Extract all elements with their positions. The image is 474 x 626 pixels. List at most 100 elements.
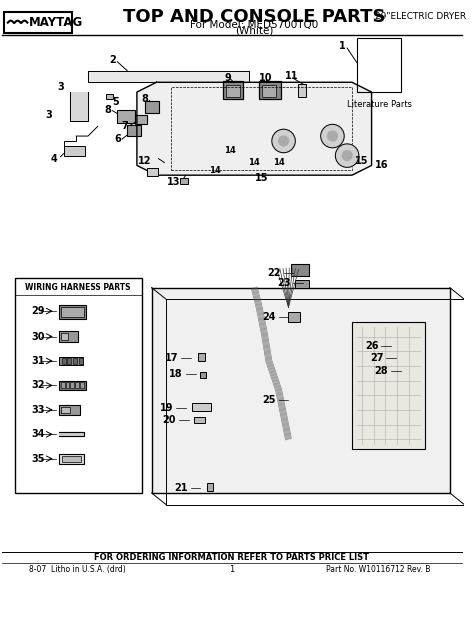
Polygon shape [137, 82, 372, 175]
Text: 22: 22 [267, 268, 281, 278]
Text: 10: 10 [259, 73, 273, 83]
Circle shape [342, 151, 352, 160]
Text: 30: 30 [31, 332, 45, 342]
Text: 13: 13 [167, 177, 181, 187]
Circle shape [272, 129, 295, 153]
Bar [61, 332, 68, 341]
Bar [180, 178, 188, 184]
Polygon shape [59, 433, 84, 436]
Text: 19: 19 [160, 403, 173, 413]
Text: 23: 23 [277, 278, 291, 288]
Bar [259, 81, 281, 99]
Bar [59, 305, 86, 319]
Text: 14: 14 [224, 146, 236, 155]
Text: 28: 28 [374, 366, 388, 376]
Text: 9: 9 [225, 73, 231, 83]
Bar [207, 483, 213, 491]
Text: 29: 29 [31, 306, 45, 316]
Text: 4: 4 [50, 153, 57, 163]
Bar [59, 405, 80, 415]
Polygon shape [152, 287, 450, 493]
Text: 12: 12 [138, 155, 152, 165]
Bar [171, 87, 352, 170]
Text: 31: 31 [31, 356, 45, 366]
Bar [79, 358, 83, 364]
Text: 18: 18 [169, 369, 183, 379]
Circle shape [321, 125, 344, 148]
Polygon shape [88, 71, 249, 82]
Bar [292, 264, 309, 276]
Text: WIRING HARNESS PARTS: WIRING HARNESS PARTS [26, 283, 131, 292]
Bar [289, 312, 300, 322]
Bar [146, 168, 158, 176]
Text: 26: 26 [365, 341, 378, 351]
Bar [62, 358, 65, 364]
Bar [191, 403, 211, 411]
Circle shape [328, 131, 337, 141]
Bar [201, 372, 206, 377]
Text: 25: 25 [262, 395, 276, 405]
Text: TOP AND CONSOLE PARTS: TOP AND CONSOLE PARTS [123, 8, 385, 26]
Bar [59, 381, 86, 390]
Text: 8: 8 [104, 105, 111, 115]
Bar [198, 353, 205, 361]
Text: 14: 14 [209, 166, 221, 175]
Bar [357, 38, 401, 92]
Bar [59, 357, 83, 365]
Circle shape [336, 144, 359, 167]
Text: 15: 15 [355, 155, 369, 165]
Circle shape [279, 136, 289, 146]
Text: M: M [8, 16, 23, 29]
Bar [262, 85, 276, 97]
Text: 29"ELECTRIC DRYER: 29"ELECTRIC DRYER [375, 13, 466, 21]
Text: MAYTAG: MAYTAG [14, 16, 71, 29]
Bar [73, 358, 77, 364]
Bar [65, 382, 69, 388]
Bar [80, 382, 84, 388]
Text: FOR ORDERING INFORMATION REFER TO PARTS PRICE LIST: FOR ORDERING INFORMATION REFER TO PARTS … [94, 553, 369, 562]
Text: 11: 11 [285, 71, 298, 81]
Bar [4, 12, 73, 33]
Bar [145, 101, 159, 113]
Text: 33: 33 [31, 405, 45, 415]
Text: 8: 8 [141, 94, 148, 104]
Text: 32: 32 [31, 381, 45, 391]
Text: 17: 17 [164, 353, 178, 363]
Bar [64, 146, 85, 156]
Bar [193, 417, 205, 423]
Text: 7: 7 [122, 121, 128, 131]
Text: 14: 14 [273, 158, 284, 167]
Bar [75, 382, 79, 388]
Text: 6: 6 [114, 134, 121, 144]
Bar [61, 382, 64, 388]
Text: 20: 20 [163, 414, 176, 424]
Text: MAYTAG: MAYTAG [29, 16, 83, 29]
Text: 1: 1 [229, 565, 234, 574]
Text: 8-07  Litho in U.S.A. (drd): 8-07 Litho in U.S.A. (drd) [29, 565, 126, 574]
Text: 3: 3 [46, 110, 52, 120]
Bar [61, 407, 71, 413]
Bar [118, 110, 135, 123]
Text: (White): (White) [235, 26, 273, 36]
Text: 14: 14 [248, 158, 260, 167]
Bar [59, 331, 78, 342]
Text: 15: 15 [255, 173, 269, 183]
Text: 21: 21 [174, 483, 188, 493]
Text: For Model: MED5700TQ0: For Model: MED5700TQ0 [190, 19, 319, 29]
Bar [223, 81, 243, 99]
Bar [226, 85, 239, 97]
Text: 35: 35 [31, 454, 45, 464]
Bar [352, 322, 425, 449]
Text: 27: 27 [370, 353, 383, 363]
Text: 3: 3 [57, 82, 64, 92]
Text: 34: 34 [31, 429, 45, 439]
Text: Literature Parts: Literature Parts [347, 100, 412, 110]
Bar [61, 307, 84, 317]
Bar [4, 12, 71, 33]
Text: 2: 2 [109, 55, 116, 65]
Text: 1: 1 [339, 41, 346, 51]
Text: 24: 24 [262, 312, 276, 322]
Bar [106, 94, 113, 99]
Text: Part No. W10116712 Rev. B: Part No. W10116712 Rev. B [326, 565, 430, 574]
Bar [298, 85, 306, 97]
